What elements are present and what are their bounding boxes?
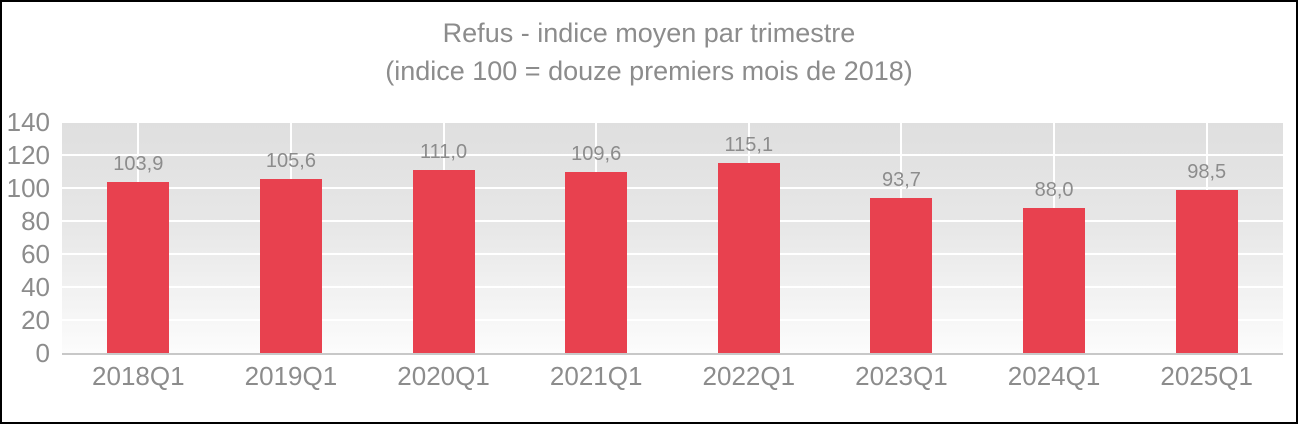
y-axis-tick-label: 100	[6, 173, 50, 203]
y-axis-tick-label: 20	[21, 305, 50, 335]
bar-value-label: 109,6	[571, 143, 622, 166]
bar-2022Q1	[717, 163, 780, 353]
y-axis-tick-label: 40	[21, 272, 50, 302]
y-axis-tick-label: 120	[6, 140, 50, 170]
bar-value-label: 88,0	[1034, 178, 1074, 201]
x-axis-tick-label: 2024Q1	[1007, 361, 1101, 391]
bar-slot: 88,0	[978, 122, 1131, 353]
bar-slot: 93,7	[825, 122, 978, 353]
bar-2018Q1	[107, 181, 170, 353]
bar-value-label: 111,0	[420, 140, 468, 163]
bar-value-label: 98,5	[1187, 161, 1227, 184]
bar-slot: 103,9	[62, 122, 215, 353]
x-axis-line	[62, 353, 1283, 355]
x-axis-tick-label: 2019Q1	[244, 361, 338, 391]
horizontal-gridline	[62, 319, 1283, 321]
x-axis: 2018Q1 2019Q1 2020Q1 2021Q1 2022Q1 2023Q1 2024…	[62, 361, 1283, 391]
plot-area: 103,9 105,6 111,0 109,6 115,1 93,7 88,0 98,5	[62, 121, 1283, 355]
bar-2024Q1	[1023, 207, 1086, 353]
horizontal-gridline	[62, 187, 1283, 189]
bar-2019Q1	[259, 178, 322, 353]
bar-value-label: 105,6	[265, 149, 316, 172]
x-axis-tick-label: 2022Q1	[702, 361, 796, 391]
horizontal-gridline	[62, 154, 1283, 156]
y-axis-tick-label: 0	[35, 338, 50, 368]
bar-slot: 105,6	[215, 122, 368, 353]
y-axis: 0 20 40 60 80 100 120 140	[2, 2, 50, 422]
bar-slot: 109,6	[520, 122, 673, 353]
x-axis-tick-label: 2023Q1	[855, 361, 948, 391]
chart-title-block: Refus - indice moyen par trimestre (indi…	[2, 14, 1296, 90]
x-axis-tick-label: 2021Q1	[549, 361, 643, 391]
horizontal-gridline	[62, 121, 1283, 123]
x-axis-tick-label: 2020Q1	[397, 361, 490, 391]
bar-value-label: 103,9	[113, 152, 164, 175]
bar-2023Q1	[870, 198, 933, 353]
bar-slot: 111,0	[367, 122, 520, 353]
bar-slot: 115,1	[673, 122, 826, 353]
bar-value-label: 93,7	[881, 169, 921, 192]
bar-2020Q1	[412, 169, 475, 353]
bar-value-label: 115,1	[724, 134, 774, 157]
chart-title: Refus - indice moyen par trimestre	[442, 18, 856, 48]
horizontal-gridline	[62, 253, 1283, 255]
x-axis-tick-label: 2025Q1	[1160, 361, 1253, 391]
bar-slot: 98,5	[1130, 122, 1283, 353]
horizontal-gridline	[62, 286, 1283, 288]
y-axis-tick-label: 80	[21, 206, 50, 236]
bar-2021Q1	[565, 172, 628, 353]
chart-subtitle: (indice 100 = douze premiers mois de 201…	[385, 56, 913, 86]
bar-2025Q1	[1175, 190, 1238, 353]
y-axis-tick-label: 140	[6, 107, 50, 137]
bar-slots: 103,9 105,6 111,0 109,6 115,1 93,7 88,0 98,5	[62, 122, 1283, 353]
y-axis-tick-label: 60	[21, 239, 50, 269]
x-axis-tick-label: 2018Q1	[92, 361, 185, 391]
horizontal-gridline	[62, 220, 1283, 222]
